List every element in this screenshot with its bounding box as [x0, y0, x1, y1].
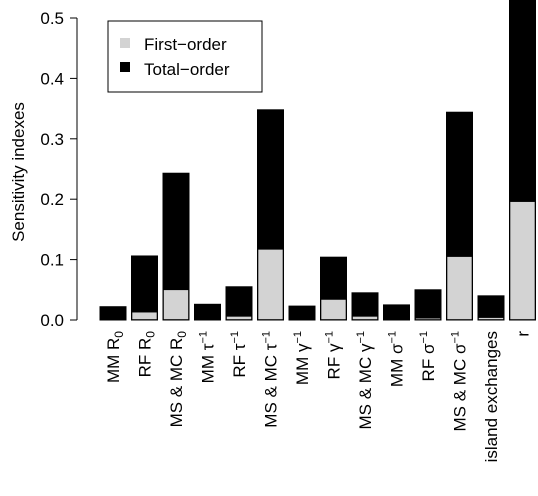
bar-first-order: [478, 317, 504, 320]
x-tick-label: RF τ−1: [229, 331, 249, 378]
x-axis-labels: MM R0 RF R0 MS & MC R0 MM τ−1 RF τ−1 MS & MC …: [104, 331, 533, 463]
bar-total-order: [225, 286, 253, 321]
x-tick-label: RF R0: [136, 331, 158, 378]
bar-first-order: [352, 316, 378, 320]
bar-total-order: [351, 292, 379, 321]
y-axis: 0.0 0.1 0.2 0.3 0.4 0.5: [40, 9, 78, 330]
y-tick-label: 0.5: [40, 9, 64, 28]
x-tick-label: RF σ−1: [418, 331, 438, 381]
x-tick-label: MS & MC τ−1: [261, 331, 281, 428]
x-tick-label: MM γ−1: [292, 331, 312, 385]
bar-total-order: [131, 255, 158, 321]
bar-first-order: [415, 317, 441, 320]
bar-total-order: [288, 305, 316, 321]
legend-box: [107, 20, 263, 93]
bar-first-order: [446, 256, 473, 320]
bar-total-order: [414, 289, 442, 321]
x-tick-label: r: [514, 331, 533, 337]
x-tick-label: MM σ−1: [387, 331, 407, 387]
bar-total-order: [383, 304, 410, 321]
legend-swatch-total-order: [120, 62, 130, 72]
y-tick-label: 0.2: [40, 190, 64, 209]
y-tick-label: 0.3: [40, 130, 64, 149]
bar-first-order: [509, 201, 536, 320]
x-tick-label: island exchanges: [482, 331, 501, 462]
y-tick-label: 0.0: [40, 311, 64, 330]
y-tick-label: 0.1: [40, 251, 64, 270]
x-tick-label: MS & MC R0: [167, 331, 189, 428]
legend-label-first-order: First−order: [144, 35, 227, 54]
bar-total-order: [99, 306, 127, 321]
legend-swatch-first-order: [120, 38, 130, 48]
bar-first-order: [226, 316, 252, 320]
bar-first-order: [257, 249, 284, 320]
x-tick-label: RF γ−1: [324, 331, 344, 379]
legend-label-total-order: Total−order: [144, 60, 230, 79]
x-tick-label: MS & MC σ−1: [450, 331, 470, 432]
legend: First−order Total−order: [107, 20, 263, 93]
bar-total-order: [194, 303, 221, 321]
bars: [99, 0, 536, 321]
y-axis-title: Sensitivity indexes: [9, 102, 28, 242]
bar-total-order: [477, 295, 505, 321]
x-tick-label: MM τ−1: [198, 331, 218, 383]
bar-first-order: [131, 311, 158, 320]
y-tick-label: 0.4: [40, 69, 64, 88]
x-tick-label: MM R0: [104, 331, 126, 383]
x-tick-label: MS & MC γ−1: [355, 331, 375, 430]
bar-first-order: [320, 299, 347, 320]
bar-first-order: [163, 289, 189, 320]
